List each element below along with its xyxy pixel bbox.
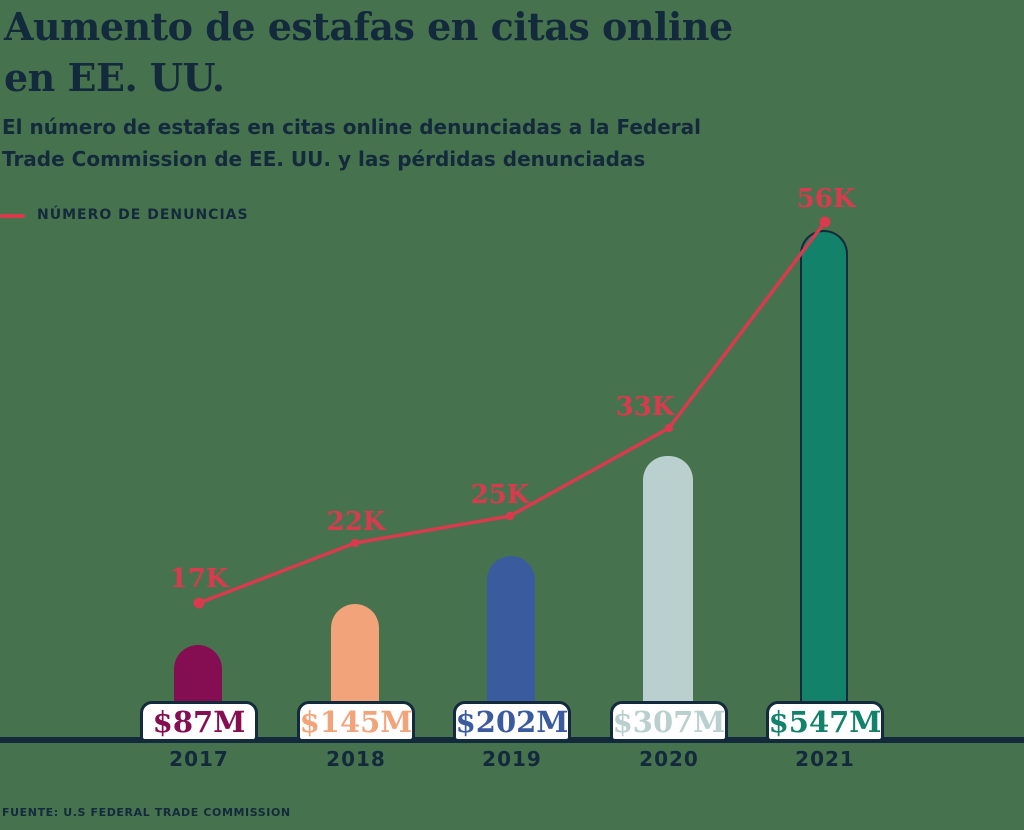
loss-value-label-2019: $202M — [455, 704, 569, 739]
source-note: FUENTE: U.S FEDERAL TRADE COMMISSION — [2, 806, 291, 819]
loss-value-box-2019: $202M — [453, 701, 571, 742]
loss-value-label-2017: $87M — [152, 704, 246, 739]
loss-value-box-2018: $145M — [297, 701, 415, 742]
line-value-label-2019: 25K — [470, 480, 530, 510]
legend-label: NÚMERO DE DENUNCIAS — [37, 207, 249, 223]
bar-2019-losses — [487, 556, 535, 712]
line-point-2021 — [819, 216, 831, 228]
loss-value-box-2017: $87M — [140, 701, 258, 742]
line-point-2018 — [350, 538, 360, 548]
year-label-2018: 2018 — [326, 747, 386, 771]
legend-line-swatch — [0, 214, 25, 218]
line-value-label-2018: 22K — [326, 507, 386, 537]
legend: NÚMERO DE DENUNCIAS — [0, 204, 400, 226]
line-point-2019 — [505, 511, 515, 521]
year-label-2020: 2020 — [639, 747, 699, 771]
line-point-2017 — [193, 597, 205, 609]
page-title: Aumento de estafas en citas online en EE… — [4, 4, 733, 100]
bar-2021-losses — [800, 230, 848, 712]
loss-value-label-2018: $145M — [299, 704, 413, 739]
page-subtitle: El número de estafas en citas online den… — [2, 115, 701, 172]
reports-line — [198, 220, 827, 605]
year-label-2021: 2021 — [795, 747, 855, 771]
loss-value-box-2020: $307M — [610, 701, 728, 742]
line-value-label-2021: 56K — [796, 184, 856, 214]
loss-value-label-2021: $547M — [768, 704, 882, 739]
bar-2017-losses — [174, 645, 222, 712]
bar-2020-losses — [643, 456, 693, 712]
line-value-label-2017: 17K — [169, 564, 229, 594]
line-value-label-2020: 33K — [615, 392, 675, 422]
loss-value-label-2020: $307M — [612, 704, 726, 739]
line-point-2020 — [664, 423, 674, 433]
year-label-2017: 2017 — [169, 747, 229, 771]
year-label-2019: 2019 — [482, 747, 542, 771]
bar-2018-losses — [331, 604, 379, 712]
loss-value-box-2021: $547M — [766, 701, 884, 742]
